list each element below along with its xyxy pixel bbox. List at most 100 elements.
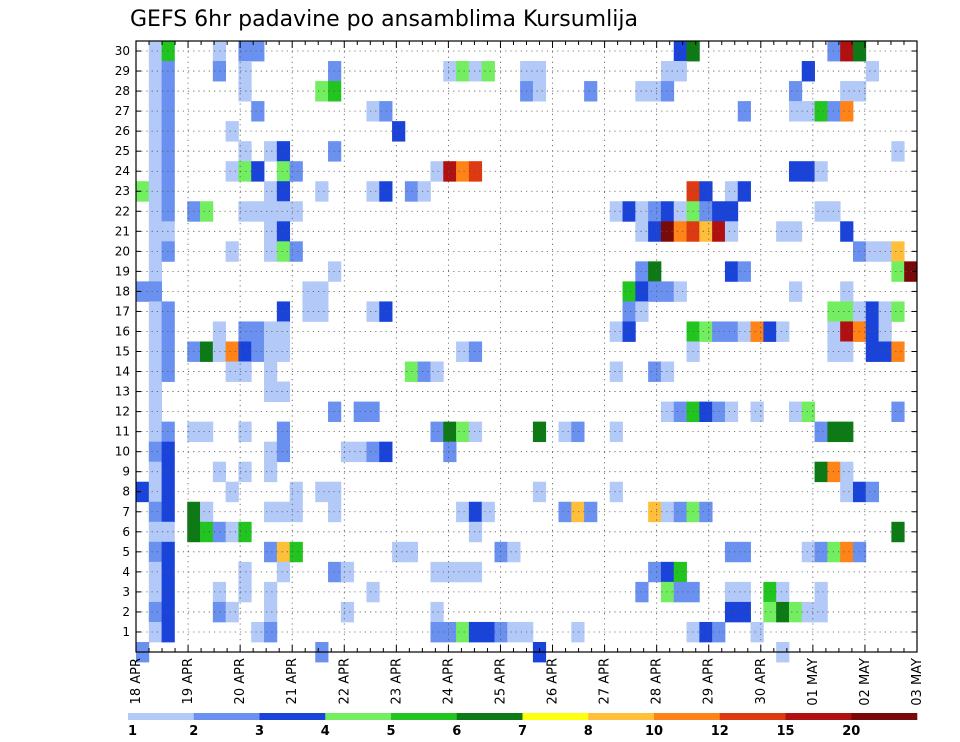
heatmap-cell [264, 501, 278, 523]
heatmap-cell [366, 401, 380, 423]
heatmap-cell [443, 561, 457, 583]
heatmap-cell [750, 621, 764, 643]
heatmap-cell [148, 521, 162, 543]
heatmap-cell [148, 481, 162, 503]
heatmap-cell [238, 581, 252, 603]
heatmap-cell [840, 101, 854, 122]
y-tick-label: 1 [122, 625, 130, 639]
heatmap-cell [264, 341, 278, 362]
heatmap-cell [724, 581, 739, 603]
colorbar-swatch [522, 713, 589, 720]
heatmap-cell [225, 521, 239, 543]
heatmap-cell [801, 61, 815, 82]
y-tick-label: 16 [115, 324, 130, 338]
heatmap-cell [148, 321, 162, 342]
heatmap-cell [468, 161, 483, 182]
heatmap-cell [289, 481, 303, 503]
heatmap-cell [622, 321, 636, 342]
heatmap-cell [750, 401, 764, 423]
heatmap-cell [788, 101, 803, 122]
y-tick-label: 30 [115, 44, 130, 58]
heatmap-cell [622, 301, 636, 322]
heatmap-cell [148, 441, 162, 463]
heatmap-cell [264, 601, 278, 623]
heatmap-cell [776, 321, 790, 342]
y-tick-label: 27 [115, 104, 130, 118]
heatmap-cell [891, 401, 905, 423]
y-tick-label: 2 [122, 605, 130, 619]
heatmap-cell [404, 361, 419, 382]
y-tick-label: 20 [115, 244, 130, 258]
y-tick-label: 28 [115, 84, 130, 98]
heatmap-cell [801, 161, 815, 182]
heatmap-cell [148, 181, 162, 202]
heatmap-cell [865, 341, 879, 362]
heatmap-cell [238, 341, 252, 362]
colorbar-label: 4 [321, 724, 330, 739]
heatmap-cell [251, 41, 265, 62]
x-tick-label: 18 APR [129, 658, 144, 704]
y-tick-label: 22 [115, 204, 130, 218]
heatmap-cell [276, 541, 291, 563]
heatmap-cell [264, 621, 278, 643]
heatmap-cell [673, 201, 687, 222]
chart-title: GEFS 6hr padavine po ansamblima Kursumli… [130, 7, 638, 32]
heatmap-cell [289, 501, 303, 523]
heatmap-cell [865, 481, 879, 503]
heatmap-cell [737, 321, 751, 342]
heatmap-cell [737, 261, 751, 282]
heatmap-cell [289, 241, 303, 262]
heatmap-cell [289, 201, 303, 222]
heatmap-cell [264, 541, 278, 563]
heatmap-cell [238, 41, 252, 62]
x-tick-label: 03 MAY [910, 658, 925, 706]
heatmap-cell [289, 541, 303, 563]
heatmap-cell [366, 581, 380, 603]
heatmap-cell [430, 621, 444, 643]
heatmap-cell [148, 581, 162, 603]
heatmap-cell [148, 141, 162, 162]
heatmap-cell [264, 221, 278, 242]
heatmap-cell [635, 301, 649, 322]
y-tick-label: 14 [115, 365, 130, 379]
heatmap-cell [532, 81, 547, 102]
heatmap-cell [443, 421, 457, 443]
heatmap-cell [366, 301, 380, 322]
heatmap-cell [673, 561, 687, 583]
heatmap-cell [456, 341, 470, 362]
colorbar-label: 12 [711, 724, 729, 739]
heatmap-cell [315, 181, 329, 202]
y-tick-label: 23 [115, 184, 130, 198]
heatmap-cell [699, 181, 713, 202]
x-tick-label: 24 APR [441, 658, 456, 704]
heatmap-cell [673, 61, 687, 82]
heatmap-cell [417, 181, 431, 202]
heatmap-cell [891, 521, 905, 543]
heatmap-cell [276, 161, 291, 182]
y-tick-label: 18 [115, 284, 130, 298]
y-tick-label: 8 [122, 485, 130, 499]
heatmap-cell [699, 201, 713, 222]
colorbar-label: 10 [645, 724, 663, 739]
heatmap-cell [737, 181, 751, 202]
heatmap-cell [801, 601, 815, 623]
heatmap-cell [276, 321, 291, 342]
colorbar-label: 15 [776, 724, 794, 739]
heatmap-cell [264, 321, 278, 342]
heatmap-cell [507, 621, 521, 643]
heatmap-cell [814, 461, 828, 483]
heatmap-cell [724, 221, 739, 242]
heatmap-cell [673, 281, 687, 302]
heatmap-cell [340, 601, 355, 623]
heatmap-cell [737, 101, 751, 122]
heatmap-cell [238, 141, 252, 162]
heatmap-cell [584, 81, 598, 102]
heatmap-cell [840, 81, 854, 102]
heatmap-cell [622, 201, 636, 222]
heatmap-cell [699, 221, 713, 242]
heatmap-cell [430, 601, 444, 623]
heatmap-cell [276, 561, 291, 583]
heatmap-cell [238, 461, 252, 483]
heatmap-cell [456, 421, 470, 443]
heatmap-cell [724, 541, 739, 563]
